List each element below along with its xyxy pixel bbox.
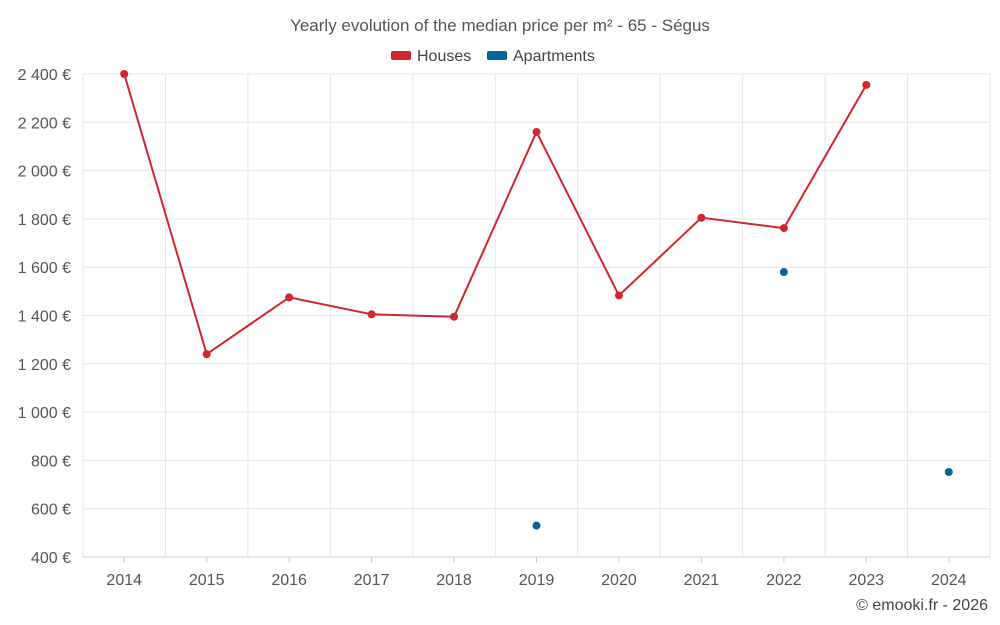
point-houses-2016 <box>285 293 294 302</box>
y-tick-label: 1 200 € <box>18 357 71 374</box>
legend-swatch-houses <box>391 51 411 60</box>
point-houses-2020 <box>614 291 623 300</box>
y-tick-label: 1 400 € <box>18 309 71 326</box>
x-tick-label: 2014 <box>106 572 142 589</box>
gridlines <box>82 73 991 558</box>
y-tick-label: 2 400 € <box>18 67 71 84</box>
x-tick-label: 2017 <box>354 572 390 589</box>
point-apartments-2024 <box>944 467 953 476</box>
x-axis: 2014 2015 2016 2017 2018 2019 2020 2021 2022 2023… <box>83 556 990 589</box>
y-tick-label: 1 800 € <box>18 212 71 229</box>
legend-item-houses[interactable]: Houses <box>391 48 471 65</box>
x-tick-label: 2024 <box>931 572 967 589</box>
x-tick-label: 2023 <box>849 572 885 589</box>
y-tick-label: 1 000 € <box>18 405 71 422</box>
series-houses <box>120 70 871 359</box>
y-tick-label: 2 000 € <box>18 164 71 181</box>
legend-label-houses: Houses <box>417 48 471 65</box>
point-houses-2017 <box>367 310 376 319</box>
legend-swatch-apartments <box>487 51 507 60</box>
data-series <box>120 70 953 530</box>
y-tick-label: 800 € <box>31 453 71 470</box>
point-houses-2015 <box>202 350 211 359</box>
series-apartments <box>532 268 953 530</box>
chart-title: Yearly evolution of the median price per… <box>290 16 710 35</box>
point-apartments-2019 <box>532 521 541 530</box>
point-houses-2022 <box>779 224 788 233</box>
x-tick-label: 2016 <box>271 572 307 589</box>
point-houses-2023 <box>862 80 871 89</box>
x-tick-label: 2018 <box>436 572 472 589</box>
legend-item-apartments[interactable]: Apartments <box>487 48 595 65</box>
y-tick-label: 1 600 € <box>18 260 71 277</box>
point-houses-2021 <box>697 213 706 222</box>
point-houses-2019 <box>532 127 541 136</box>
y-tick-label: 600 € <box>31 502 71 519</box>
x-tick-label: 2022 <box>766 572 802 589</box>
credit-text: © emooki.fr - 2026 <box>856 597 988 614</box>
point-apartments-2022 <box>779 268 788 277</box>
x-tick-label: 2020 <box>601 572 637 589</box>
point-houses-2014 <box>120 70 129 78</box>
y-axis: 400 € 600 € 800 € 1 000 € 1 200 € 1 400 € 1 60… <box>18 67 71 567</box>
legend-label-apartments: Apartments <box>513 48 595 65</box>
point-houses-2018 <box>450 312 459 321</box>
y-tick-label: 2 200 € <box>18 115 71 132</box>
x-tick-label: 2019 <box>519 572 555 589</box>
line-houses <box>123 73 868 356</box>
legend: Houses Apartments <box>391 48 595 65</box>
x-tick-label: 2015 <box>189 572 225 589</box>
y-tick-label: 400 € <box>31 550 71 567</box>
x-tick-label: 2021 <box>684 572 720 589</box>
